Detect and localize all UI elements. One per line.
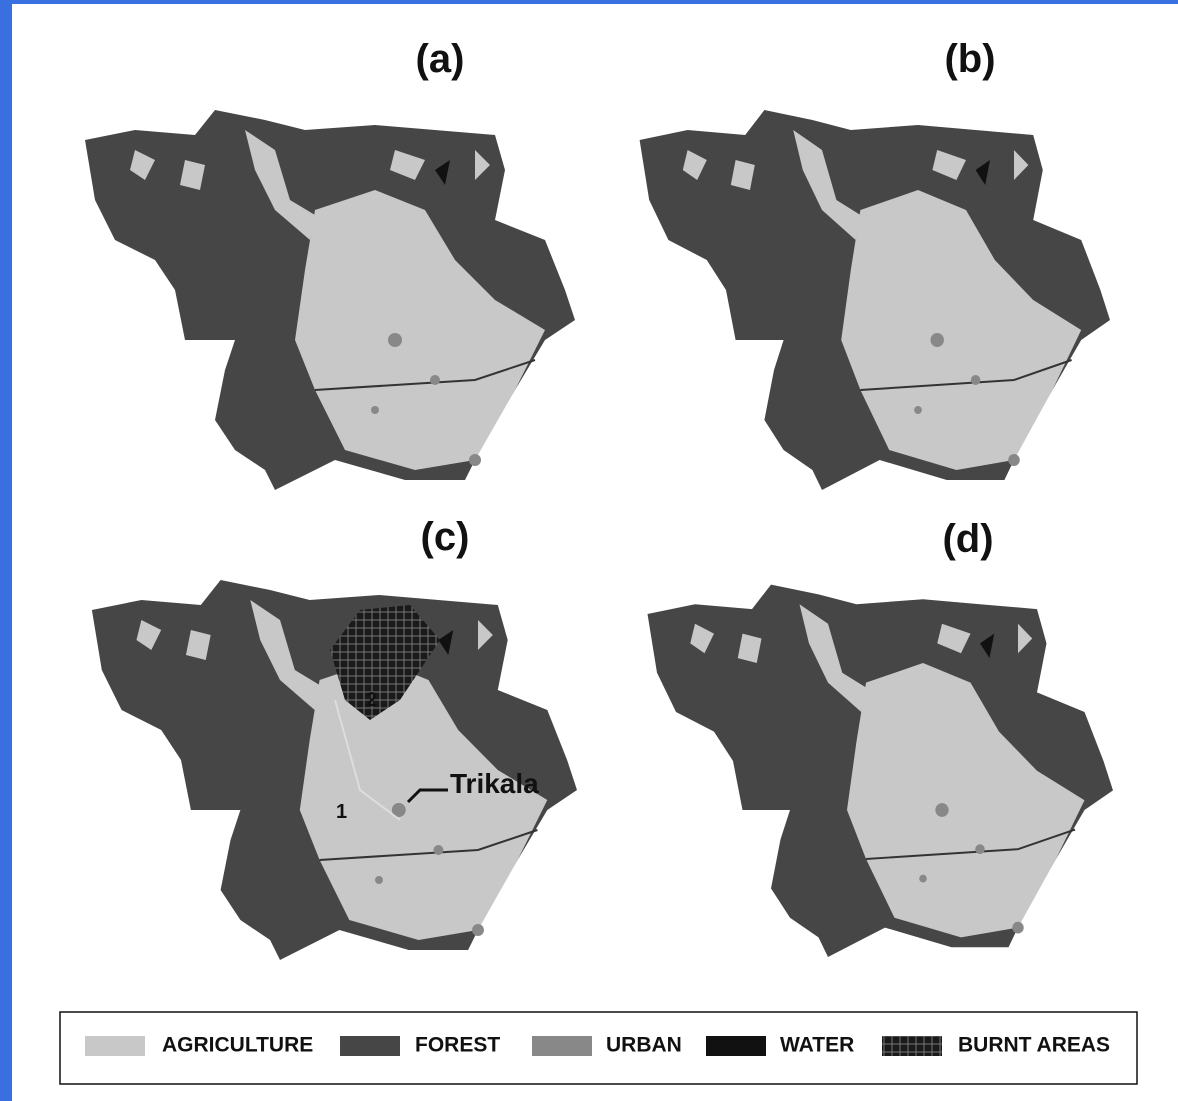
map-b — [638, 109, 1111, 491]
legend-label: FOREST — [415, 1034, 500, 1057]
zone-label: 2 — [366, 689, 377, 711]
top-border — [0, 0, 1178, 4]
panel-label: (b) — [944, 37, 995, 81]
legend-label: URBAN — [606, 1034, 682, 1057]
legend-label: AGRICULTURE — [162, 1034, 313, 1057]
legend-swatch — [532, 1036, 592, 1056]
legend-swatch — [85, 1036, 145, 1056]
left-border — [0, 0, 12, 1101]
city-label: Trikala — [450, 768, 539, 799]
river — [334, 699, 401, 821]
burnt-area — [330, 605, 440, 720]
panel-label: (d) — [942, 517, 993, 561]
map-d — [646, 583, 1114, 958]
panel-label: (c) — [421, 515, 470, 559]
zone-label: 1 — [336, 801, 347, 823]
legend-label: WATER — [780, 1034, 854, 1057]
map-a — [84, 109, 576, 491]
leader-line — [406, 788, 448, 804]
legend-box — [59, 1011, 1138, 1085]
legend-swatch — [882, 1036, 942, 1056]
panel-label: (a) — [416, 37, 465, 81]
legend-swatch — [706, 1036, 766, 1056]
legend-label: BURNT AREAS — [958, 1034, 1110, 1057]
legend-swatch — [340, 1036, 400, 1056]
